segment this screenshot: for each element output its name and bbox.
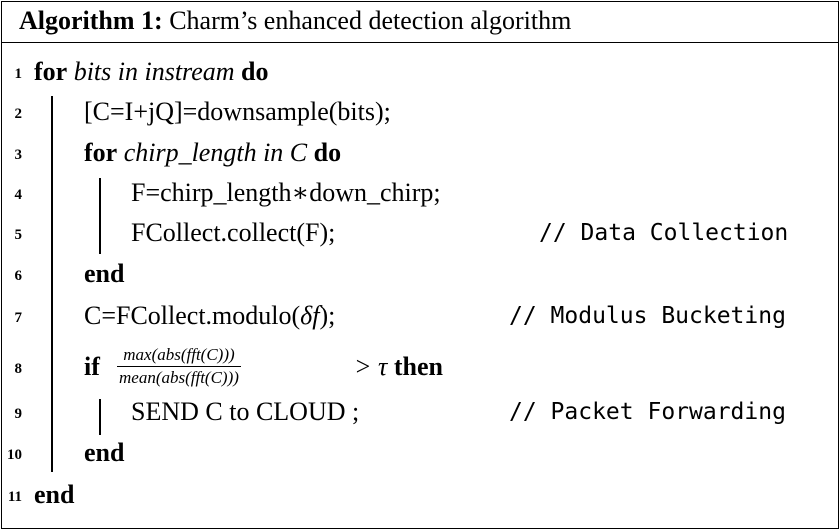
line-number: 4 bbox=[14, 187, 23, 203]
algorithm-label: Algorithm 1: bbox=[19, 6, 163, 35]
line-number: 11 bbox=[7, 489, 22, 505]
keyword-end: end bbox=[84, 259, 125, 288]
line-code: for bits in instream do bbox=[34, 57, 269, 87]
code-line-7: 7 C=FCollect.modulo(δf); // Modulus Buck… bbox=[2, 301, 838, 341]
code-line-6: 6 end bbox=[2, 259, 838, 299]
comment: // Modulus Bucketing bbox=[509, 303, 786, 329]
line-number: 6 bbox=[14, 268, 23, 284]
keyword-end: end bbox=[84, 438, 125, 467]
inner-for-rule bbox=[99, 178, 101, 254]
code-line-4: 4 F=chirp_length∗down_chirp; bbox=[2, 178, 838, 218]
line-number: 9 bbox=[14, 406, 23, 422]
line-code: SEND C to CLOUD ; bbox=[131, 397, 360, 426]
keyword-for: for bbox=[34, 57, 68, 86]
code-line-9: 9 SEND C to CLOUD ; // Packet Forwarding bbox=[2, 397, 838, 437]
algorithm-caption: Algorithm 1: Charm’s enhanced detection … bbox=[19, 6, 571, 36]
keyword-do: do bbox=[313, 138, 342, 167]
keyword-for: for bbox=[84, 138, 118, 167]
comment: // Packet Forwarding bbox=[509, 399, 786, 425]
condition-fraction: max(abs(fft(C))) mean(abs(fft(C))) bbox=[117, 344, 241, 389]
code-line-11: 11 end bbox=[2, 480, 838, 520]
code-line-8: 8 if max(abs(fft(C))) mean(abs(fft(C))) … bbox=[2, 345, 838, 392]
code-text: ); bbox=[319, 301, 336, 330]
fraction-denominator: mean(abs(fft(C))) bbox=[119, 368, 239, 387]
keyword-end: end bbox=[34, 480, 75, 509]
line-code: FCollect.collect(F); bbox=[131, 218, 336, 247]
line-number: 10 bbox=[7, 447, 22, 463]
math-delta-f: δf bbox=[300, 301, 320, 330]
comment: // Data Collection bbox=[539, 220, 789, 246]
keyword-do: do bbox=[241, 57, 269, 86]
keyword-then: then bbox=[393, 352, 443, 381]
algorithm-title: Charm’s enhanced detection algorithm bbox=[169, 6, 572, 35]
code-line-5: 5 FCollect.collect(F); // Data Collectio… bbox=[2, 218, 838, 258]
line-number: 7 bbox=[14, 310, 23, 326]
line-code: C=FCollect.modulo(δf); bbox=[84, 301, 335, 331]
code-text: C=FCollect.modulo( bbox=[84, 301, 301, 330]
keyword-if: if bbox=[84, 352, 100, 381]
line-code: [C=I+jQ]=downsample(bits); bbox=[84, 97, 391, 126]
line-code: if bbox=[84, 352, 100, 382]
line-number: 5 bbox=[14, 227, 23, 243]
loop-expression: chirp_length in C bbox=[123, 138, 308, 167]
code-line-10: 10 end bbox=[2, 438, 838, 478]
line-number: 2 bbox=[14, 106, 23, 122]
outer-for-rule bbox=[51, 96, 53, 472]
if-rule bbox=[99, 399, 101, 435]
algorithm-header: Algorithm 1: Charm’s enhanced detection … bbox=[2, 2, 838, 43]
threshold-relation: > τ bbox=[354, 352, 388, 381]
line-number: 8 bbox=[14, 361, 23, 377]
line-number: 1 bbox=[14, 66, 23, 82]
line-code: > τ then bbox=[354, 352, 443, 382]
code-line-3: 3 for chirp_length in C do bbox=[2, 138, 838, 178]
code-line-2: 2 [C=I+jQ]=downsample(bits); bbox=[2, 97, 838, 137]
line-number: 3 bbox=[14, 147, 23, 163]
fraction-numerator: max(abs(fft(C))) bbox=[117, 344, 241, 367]
line-code: for chirp_length in C do bbox=[84, 138, 341, 168]
line-code: F=chirp_length∗down_chirp; bbox=[131, 178, 441, 207]
loop-expression: bits in instream bbox=[73, 57, 235, 86]
code-line-1: 1 for bits in instream do bbox=[2, 57, 838, 97]
